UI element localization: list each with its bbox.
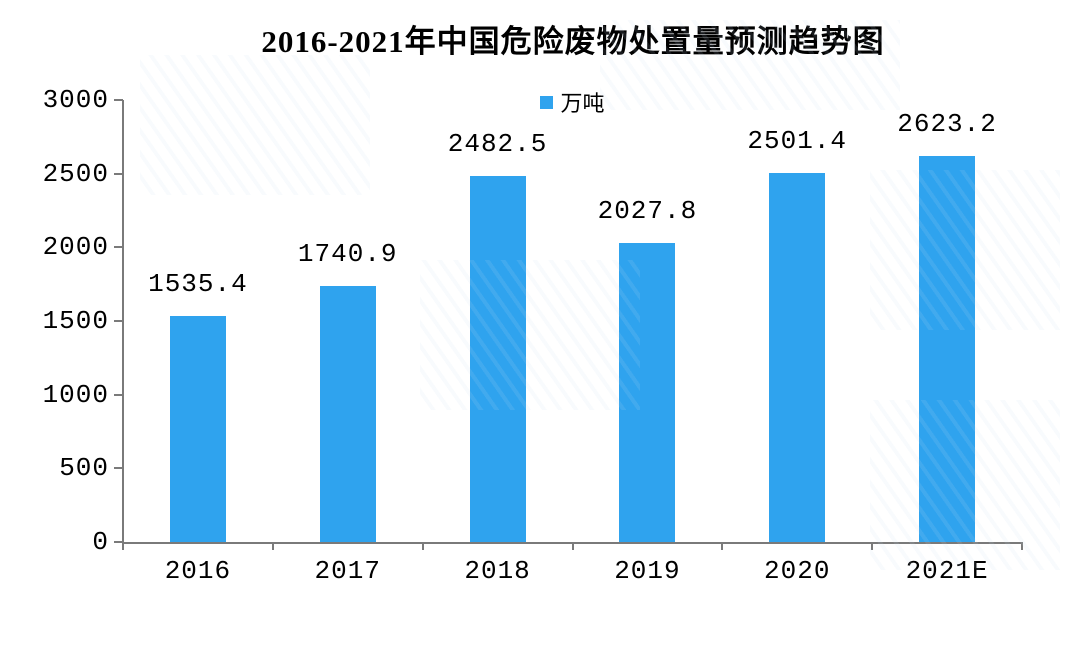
bar — [169, 315, 226, 542]
y-axis-tick — [114, 320, 123, 322]
y-axis-tick — [114, 393, 123, 396]
x-axis-tick — [421, 542, 424, 550]
y-axis-line — [122, 100, 124, 543]
x-axis-tick — [271, 542, 274, 550]
bar-value-label: 2623.2 — [897, 108, 997, 139]
x-axis-tick — [871, 542, 874, 550]
x-axis-category-label: 2016 — [164, 556, 232, 586]
x-axis-category-label: 2021E — [905, 556, 989, 586]
x-axis-tick — [1021, 542, 1023, 550]
y-axis-tick — [114, 172, 123, 175]
y-axis-tick-label: 2000 — [42, 232, 109, 263]
y-axis-tick-label: 2500 — [42, 158, 109, 189]
y-axis-tick-label: 0 — [92, 527, 109, 557]
bar — [319, 285, 376, 542]
bar-value-label: 1740.9 — [297, 238, 398, 269]
y-axis-tick — [114, 246, 123, 249]
bar — [769, 173, 826, 542]
bar-value-label: 2501.4 — [747, 126, 848, 157]
watermark — [140, 55, 370, 195]
x-axis-category-label: 2019 — [614, 556, 681, 586]
x-axis-tick — [571, 542, 574, 550]
y-axis-tick-label: 3000 — [42, 85, 109, 115]
x-axis-category-label: 2018 — [464, 556, 531, 586]
legend: 万吨 — [123, 86, 1022, 118]
bar-value-label: 2482.5 — [447, 129, 548, 160]
watermark — [420, 260, 640, 410]
y-axis-tick — [114, 541, 123, 543]
legend-marker-square — [540, 95, 554, 109]
bar-value-label: 2027.8 — [597, 196, 698, 227]
bar — [619, 243, 676, 542]
chart-title: 2016-2021年中国危险废物处置量预测趋势图 — [261, 24, 885, 59]
x-axis-tick — [122, 542, 124, 550]
legend-label: 万吨 — [560, 91, 605, 116]
y-axis-tick-label: 500 — [59, 453, 109, 484]
bar — [919, 155, 976, 542]
y-axis-tick — [114, 99, 123, 101]
x-axis-category-label: 2017 — [314, 556, 381, 586]
x-axis-category-label: 2020 — [764, 556, 831, 586]
bar — [469, 176, 526, 542]
y-axis-tick-label: 1500 — [42, 306, 109, 336]
bar-value-label: 1535.4 — [148, 268, 248, 299]
y-axis-tick-label: 1000 — [42, 379, 109, 410]
y-axis-tick — [114, 467, 123, 470]
x-axis-tick — [721, 542, 724, 550]
